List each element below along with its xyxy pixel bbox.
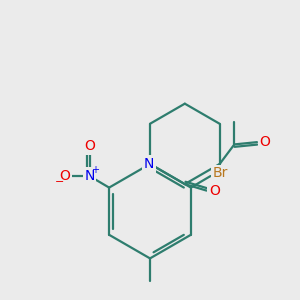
- Text: O: O: [259, 135, 270, 149]
- Text: O: O: [84, 139, 95, 153]
- Text: O: O: [209, 184, 220, 198]
- Text: N: N: [84, 169, 95, 183]
- Text: O: O: [60, 169, 70, 183]
- Text: N: N: [144, 157, 154, 171]
- Text: Br: Br: [213, 166, 228, 180]
- Text: −: −: [54, 177, 64, 188]
- Text: +: +: [92, 165, 100, 175]
